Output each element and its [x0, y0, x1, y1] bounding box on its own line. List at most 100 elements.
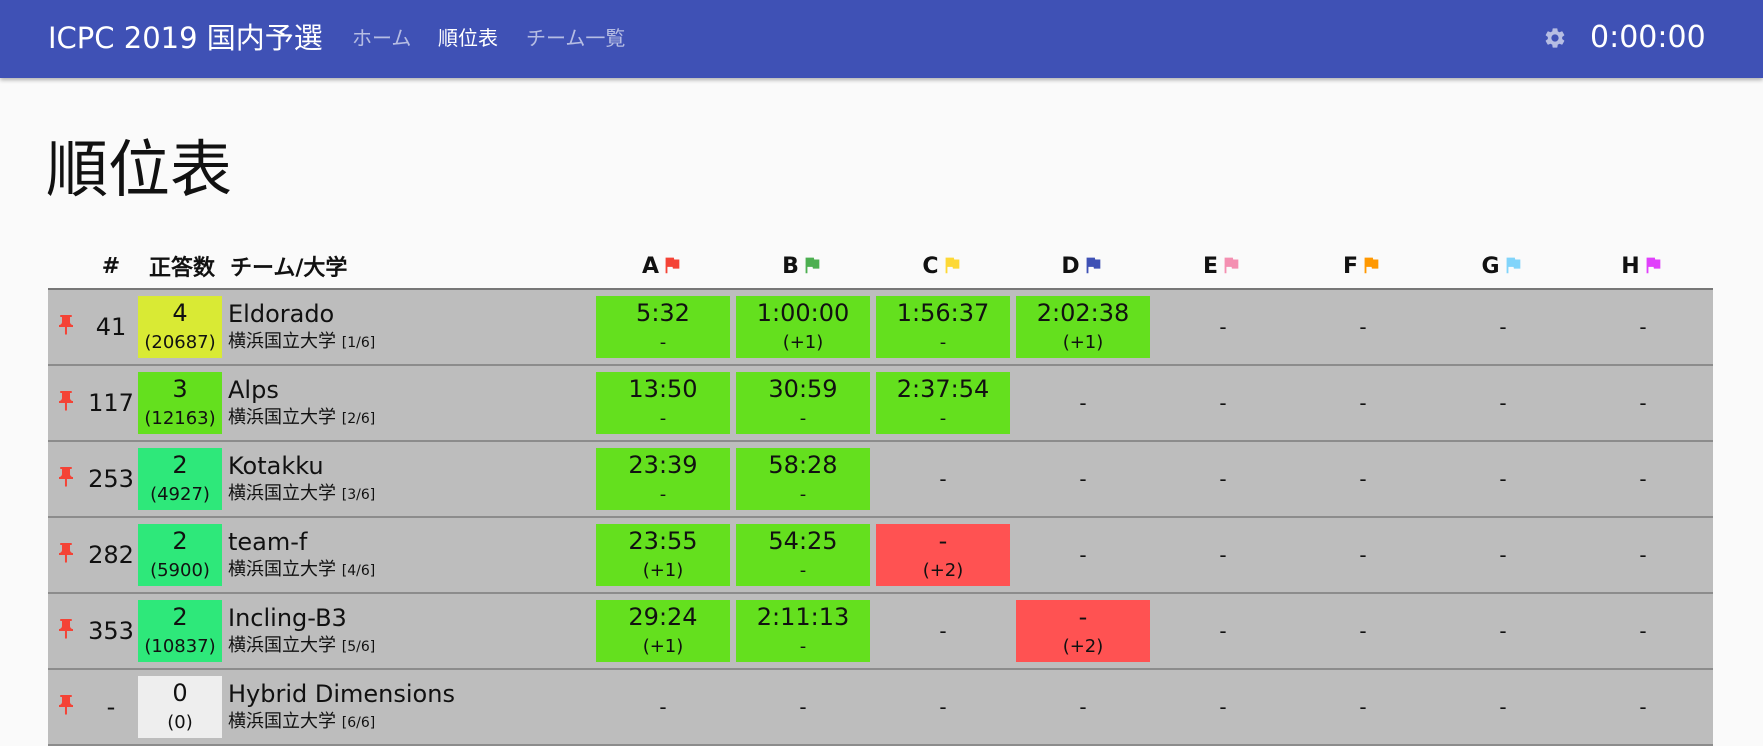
result-cell-b: 30:59 - — [733, 365, 873, 442]
result-cell-c: - — [873, 441, 1013, 518]
penalty-value: (20687) — [144, 332, 216, 353]
table-row[interactable]: 41 4 (20687) Eldorado 横浜国立大学 [1/6] 5:32 - 1:00:… — [48, 289, 1713, 366]
result-tries: (+2) — [922, 560, 964, 581]
problem-header-h[interactable]: H — [1573, 244, 1713, 290]
problem-header-d[interactable]: D — [1013, 244, 1153, 290]
result-time: - — [1499, 543, 1507, 567]
gear-icon[interactable] — [1543, 26, 1567, 50]
solved-cell: 2 (5900) — [138, 517, 226, 594]
pin-cell — [48, 441, 84, 518]
result-box: - — [1016, 524, 1150, 586]
result-time: 54:25 — [768, 527, 838, 555]
result-cell-c: 2:37:54 - — [873, 365, 1013, 442]
table-row[interactable]: 253 2 (4927) Kotakku 横浜国立大学 [3/6] 23:39-58:28… — [48, 441, 1713, 518]
result-box: - — [1156, 600, 1290, 662]
university-name: 横浜国立大学 — [228, 482, 336, 504]
pin-icon[interactable] — [54, 541, 78, 565]
result-box: 30:59 - — [736, 372, 870, 434]
problem-header-b[interactable]: B — [733, 244, 873, 290]
team-name[interactable]: Alps — [228, 375, 279, 404]
solved-count: 4 — [172, 299, 188, 327]
result-time: 2:11:13 — [756, 603, 850, 631]
result-cell-a: - — [593, 669, 733, 746]
nav-standings[interactable]: 順位表 — [438, 26, 498, 50]
solved-count: 0 — [172, 679, 188, 707]
university-name: 横浜国立大学 — [228, 710, 336, 732]
result-cell-g: - — [1433, 441, 1573, 518]
pin-icon[interactable] — [54, 693, 78, 717]
solved-box: 2 (10837) — [138, 600, 222, 662]
result-box: - — [1576, 296, 1710, 358]
penalty-value: (0) — [167, 712, 193, 733]
result-box: - — [1296, 296, 1430, 358]
result-time: - — [939, 467, 947, 491]
rank-cell: 41 — [84, 289, 138, 366]
problem-header-g[interactable]: G — [1433, 244, 1573, 290]
nav-team-list[interactable]: チーム一覧 — [526, 26, 626, 50]
result-time: - — [1359, 315, 1367, 339]
result-tries: (+1) — [782, 332, 824, 353]
table-row[interactable]: 282 2 (5900) team-f 横浜国立大学 [4/6] 23:55 (+1) 54:… — [48, 517, 1713, 594]
solved-cell: 2 (10837) — [138, 593, 226, 670]
team-name[interactable]: Kotakku — [228, 451, 324, 480]
result-box: 1:00:00 (+1) — [736, 296, 870, 358]
rank-cell: 282 — [84, 517, 138, 594]
pin-cell — [48, 669, 84, 746]
flag-icon — [665, 257, 680, 273]
result-time: 2:02:38 — [1036, 299, 1130, 327]
result-box: - — [596, 676, 730, 738]
result-box: - — [1436, 372, 1570, 434]
result-time: - — [1359, 619, 1367, 643]
pin-icon[interactable] — [54, 465, 78, 489]
team-name[interactable]: team-f — [228, 527, 308, 556]
table-row[interactable]: 117 3 (12163) Alps 横浜国立大学 [2/6] 13:50-30:59-2… — [48, 365, 1713, 442]
result-tries: - — [939, 408, 947, 429]
pin-icon[interactable] — [54, 617, 78, 641]
result-time: - — [1359, 467, 1367, 491]
pin-icon[interactable] — [54, 389, 78, 413]
standings-table: # 正答数 チーム/大学 A B C D E F G H 41 4 (20687) Eldorado… — [48, 244, 1713, 746]
solved-count: 2 — [172, 603, 188, 631]
solved-count: 3 — [172, 375, 188, 403]
nav-home[interactable]: ホーム — [352, 26, 412, 50]
problem-label: H — [1621, 253, 1640, 279]
result-box: 23:39 - — [596, 448, 730, 510]
result-box: - (+2) — [1016, 600, 1150, 662]
result-box: 58:28 - — [736, 448, 870, 510]
result-time: 1:56:37 — [896, 299, 990, 327]
solved-box: 4 (20687) — [138, 296, 222, 358]
result-cell-d: - (+2) — [1013, 593, 1153, 670]
team-cell: team-f 横浜国立大学 [4/6] — [226, 517, 593, 594]
team-university: 横浜国立大学 [3/6] — [226, 481, 593, 508]
result-time: - — [1219, 619, 1227, 643]
team-cell: Incling-B3 横浜国立大学 [5/6] — [226, 593, 593, 670]
result-time: - — [1359, 391, 1367, 415]
pin-icon[interactable] — [54, 313, 78, 337]
problem-header-c[interactable]: C — [873, 244, 1013, 290]
team-name[interactable]: Eldorado — [228, 299, 335, 328]
solved-count: 2 — [172, 527, 188, 555]
problem-header-f[interactable]: F — [1293, 244, 1433, 290]
team-name[interactable]: Incling-B3 — [228, 603, 347, 632]
team-name[interactable]: Hybrid Dimensions — [228, 679, 455, 708]
result-time: 23:55 — [628, 527, 698, 555]
flag-icon — [1364, 257, 1379, 273]
brand-title[interactable]: ICPC 2019 国内予選 — [48, 21, 323, 55]
problem-label: F — [1342, 253, 1359, 279]
team-university: 横浜国立大学 [5/6] — [226, 633, 593, 660]
result-cell-b: 2:11:13 - — [733, 593, 873, 670]
table-row[interactable]: 353 2 (10837) Incling-B3 横浜国立大学 [5/6] 29:24 (+… — [48, 593, 1713, 670]
result-tries: - — [799, 408, 807, 429]
result-cell-b: - — [733, 669, 873, 746]
result-box: - — [736, 676, 870, 738]
result-box: 5:32 - — [596, 296, 730, 358]
result-time: - — [1639, 391, 1647, 415]
table-row[interactable]: -0 (0) Hybrid Dimensions 横浜国立大学 [6/6] - - - - - -… — [48, 669, 1713, 746]
result-box: - — [1156, 372, 1290, 434]
problem-header-a[interactable]: A — [593, 244, 733, 290]
header-row: # 正答数 チーム/大学 A B C D E F G H — [48, 244, 1713, 290]
result-time: - — [1499, 315, 1507, 339]
result-box: - — [1296, 448, 1430, 510]
problem-header-e[interactable]: E — [1153, 244, 1293, 290]
university-name: 横浜国立大学 — [228, 330, 336, 352]
